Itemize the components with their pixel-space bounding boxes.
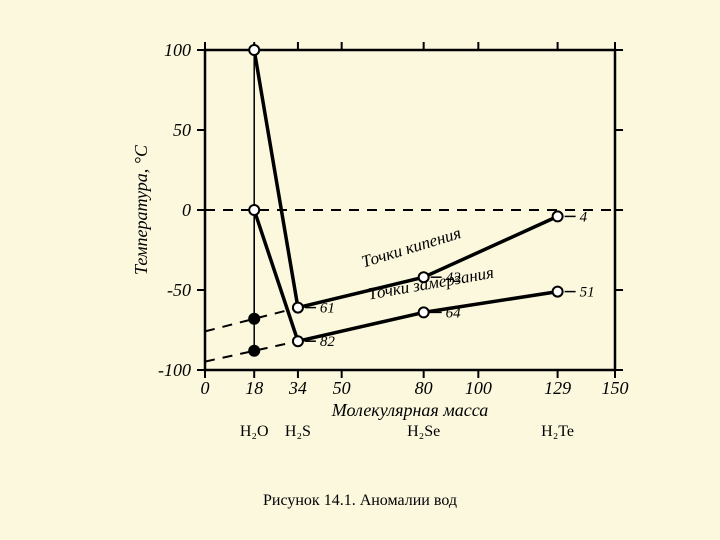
svg-text:H₂S: H₂S [285, 423, 311, 440]
svg-text:51: 51 [580, 285, 595, 301]
svg-text:H₂O: H₂O [240, 423, 269, 440]
chart: -100 -50 0 50 100 0 18 34 50 80 100 129 150 Молекуляр… [0, 0, 720, 540]
svg-text:Молекулярная масса: Молекулярная масса [331, 400, 489, 420]
svg-text:0: 0 [201, 378, 210, 398]
svg-text:-50: -50 [167, 280, 191, 300]
svg-text:61: 61 [320, 301, 335, 317]
svg-text:Точки кипения: Точки кипения [359, 223, 463, 271]
svg-text:H₂Se: H₂Se [407, 423, 440, 440]
svg-text:-100: -100 [158, 360, 191, 380]
svg-text:129: 129 [544, 378, 571, 398]
svg-text:100: 100 [164, 40, 191, 60]
svg-text:18: 18 [245, 378, 263, 398]
svg-text:4: 4 [580, 209, 588, 225]
svg-text:64: 64 [446, 305, 462, 321]
svg-text:34: 34 [288, 378, 307, 398]
figure-caption: Рисунок 14.1. Аномалии вод [0, 492, 720, 510]
svg-text:80: 80 [415, 378, 433, 398]
svg-text:0: 0 [182, 200, 191, 220]
svg-text:150: 150 [602, 378, 629, 398]
svg-text:H₂Te: H₂Te [541, 423, 574, 440]
svg-text:Температура, °С: Температура, °С [131, 144, 151, 275]
svg-text:100: 100 [465, 378, 492, 398]
svg-text:Точки замерзания: Точки замерзания [366, 263, 495, 304]
svg-text:50: 50 [333, 378, 351, 398]
svg-text:82: 82 [320, 334, 336, 350]
svg-text:50: 50 [173, 120, 191, 140]
